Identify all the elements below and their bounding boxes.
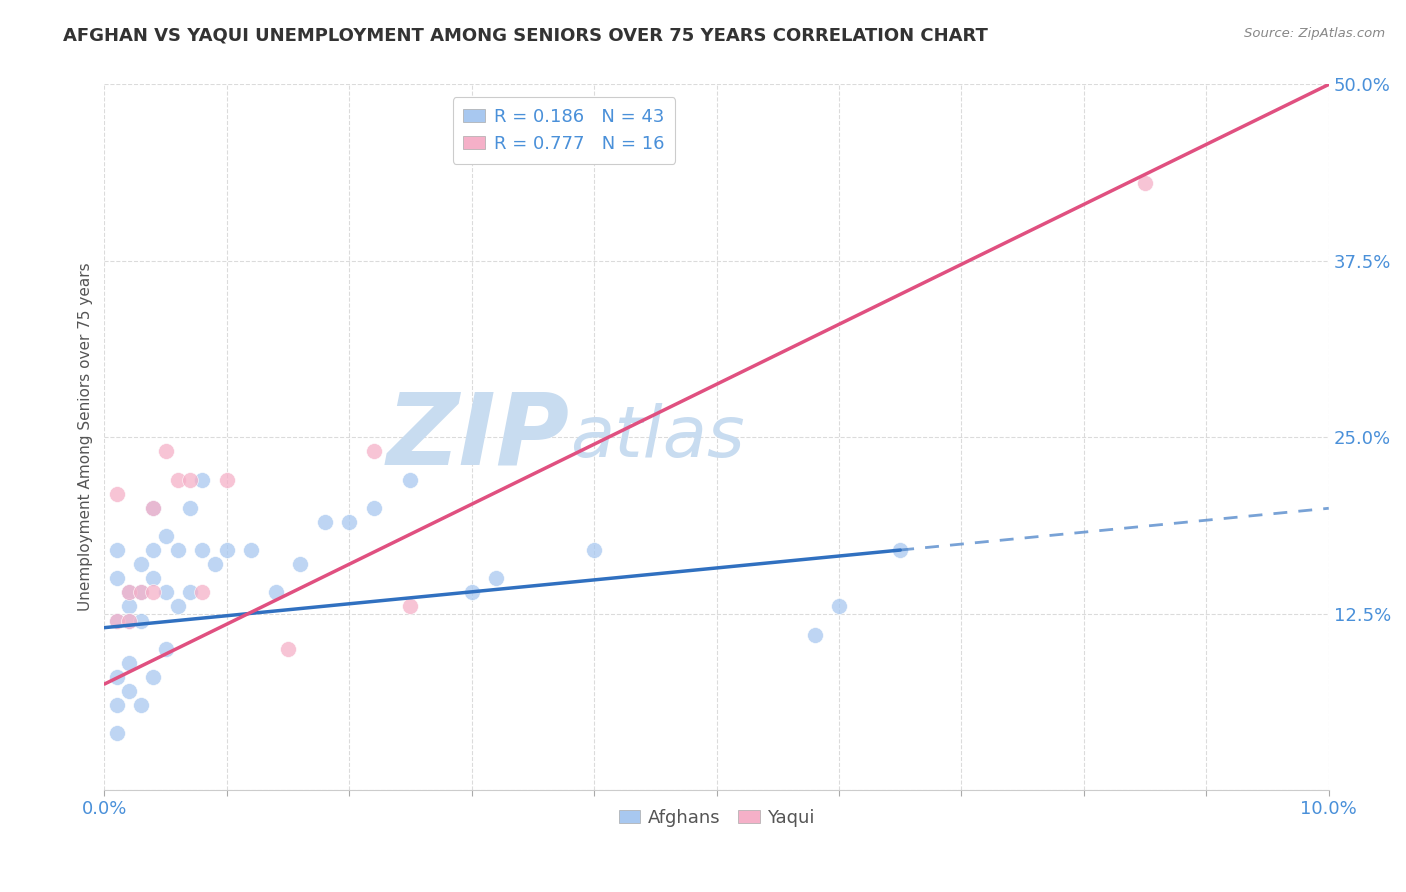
Point <box>129 585 152 599</box>
Point <box>240 543 263 558</box>
Point <box>215 543 238 558</box>
Point <box>118 614 141 628</box>
Point <box>105 726 128 740</box>
Point <box>155 529 177 543</box>
Point <box>105 614 128 628</box>
Point <box>142 585 165 599</box>
Point <box>142 500 165 515</box>
Point <box>277 641 299 656</box>
Y-axis label: Unemployment Among Seniors over 75 years: Unemployment Among Seniors over 75 years <box>79 263 93 612</box>
Point <box>191 543 214 558</box>
Point <box>155 444 177 458</box>
Point <box>215 473 238 487</box>
Point <box>191 585 214 599</box>
Point <box>179 473 201 487</box>
Point <box>118 656 141 670</box>
Point <box>105 698 128 713</box>
Point <box>1133 176 1156 190</box>
Point <box>155 641 177 656</box>
Point <box>142 670 165 684</box>
Point <box>129 557 152 571</box>
Point <box>399 473 422 487</box>
Point <box>166 599 188 614</box>
Legend: Afghans, Yaqui: Afghans, Yaqui <box>612 801 821 834</box>
Text: Source: ZipAtlas.com: Source: ZipAtlas.com <box>1244 27 1385 40</box>
Point <box>803 628 825 642</box>
Point <box>460 585 482 599</box>
Point <box>399 599 422 614</box>
Point <box>118 585 141 599</box>
Text: AFGHAN VS YAQUI UNEMPLOYMENT AMONG SENIORS OVER 75 YEARS CORRELATION CHART: AFGHAN VS YAQUI UNEMPLOYMENT AMONG SENIO… <box>63 27 988 45</box>
Point <box>142 500 165 515</box>
Point <box>129 585 152 599</box>
Point <box>337 515 360 529</box>
Point <box>889 543 911 558</box>
Point <box>105 670 128 684</box>
Point <box>485 571 508 585</box>
Point <box>191 473 214 487</box>
Point <box>363 444 385 458</box>
Point <box>142 543 165 558</box>
Point <box>105 571 128 585</box>
Point <box>118 614 141 628</box>
Point <box>105 486 128 500</box>
Point <box>290 557 312 571</box>
Point <box>105 614 128 628</box>
Point <box>142 571 165 585</box>
Point <box>166 473 188 487</box>
Point <box>179 500 201 515</box>
Point <box>155 585 177 599</box>
Point <box>129 614 152 628</box>
Point <box>828 599 851 614</box>
Point <box>129 698 152 713</box>
Point <box>118 684 141 698</box>
Text: ZIP: ZIP <box>387 389 569 485</box>
Point <box>583 543 606 558</box>
Point <box>166 543 188 558</box>
Point <box>314 515 336 529</box>
Point <box>118 599 141 614</box>
Point <box>118 585 141 599</box>
Point <box>204 557 226 571</box>
Text: atlas: atlas <box>569 402 744 472</box>
Point <box>264 585 287 599</box>
Point <box>363 500 385 515</box>
Point <box>105 543 128 558</box>
Point <box>179 585 201 599</box>
